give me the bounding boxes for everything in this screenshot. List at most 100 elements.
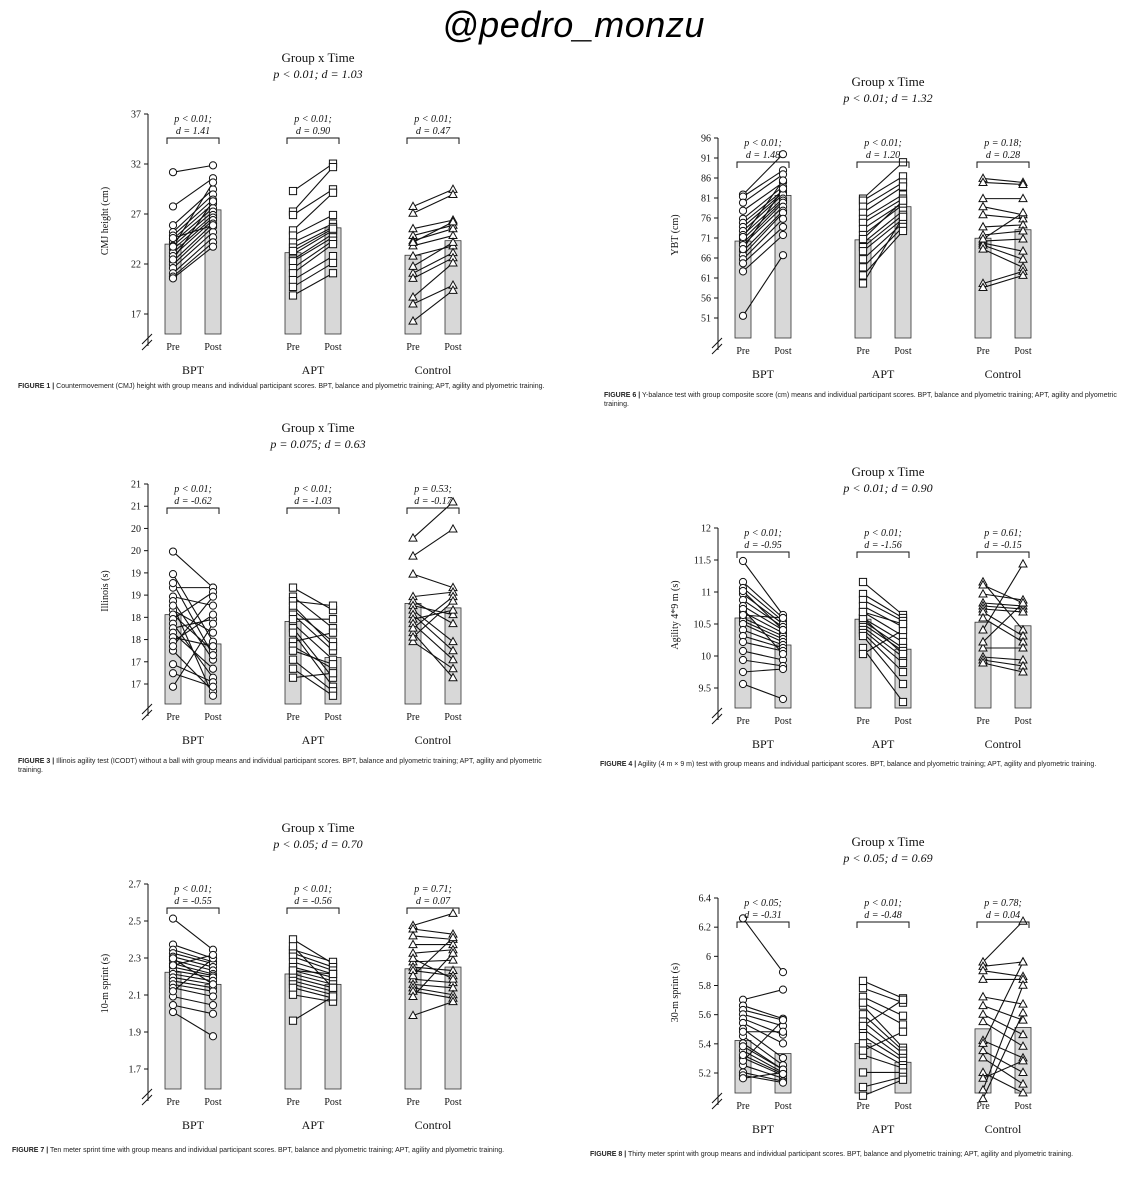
chart-subtitle: p < 0.05; d = 0.69	[842, 851, 932, 865]
participant-line	[172, 944, 214, 959]
participant-line	[412, 262, 454, 298]
y-tick-label: 5.2	[699, 1069, 712, 1080]
participant-line	[742, 254, 784, 317]
chart-title: Group x Time	[282, 820, 355, 835]
participant-line	[292, 262, 334, 288]
participant-line	[982, 605, 1024, 610]
participant-marker-post	[208, 651, 218, 660]
participant-line	[172, 980, 214, 989]
participant-marker-pre	[738, 1042, 748, 1051]
y-axis-label: 30-m sprint (s)	[670, 963, 681, 1022]
participant-marker-post	[1018, 1055, 1028, 1065]
participant-line	[172, 963, 214, 975]
participant-line	[412, 591, 454, 598]
y-tick-label: 6.4	[699, 894, 712, 905]
participant-line	[172, 618, 214, 629]
y-tick-label: 91	[701, 154, 711, 165]
y-tick-label: 20	[131, 546, 141, 557]
axis-break-mark	[141, 333, 153, 345]
participant-marker-pre	[168, 202, 178, 211]
y-tick-label: 86	[701, 174, 711, 185]
participant-marker-post	[328, 240, 338, 249]
stat-p-value: p < 0.05;	[743, 898, 782, 909]
participant-line	[172, 224, 214, 239]
participant-line	[862, 210, 904, 244]
y-tick-label: 17	[131, 310, 141, 321]
participant-marker-post	[208, 950, 218, 960]
participant-line	[172, 605, 214, 696]
participant-marker-post	[778, 184, 788, 193]
chart-title: Group x Time	[852, 834, 925, 849]
stat-effect-size: d = -0.95	[744, 540, 782, 551]
group-apt: p < 0.01;d = -1.03 Pre Post APT	[284, 484, 342, 747]
participant-line	[172, 918, 214, 951]
group-bpt: p < 0.01;d = -0.95 Pre Post BPT	[734, 528, 792, 751]
x-tick-label-post: Post	[204, 1097, 221, 1108]
figure-caption-illinois: FIGURE 3 | Illinois agility test (ICODT)…	[18, 758, 542, 774]
participant-line	[292, 632, 334, 688]
participant-marker-pre	[168, 914, 178, 923]
figure-caption-ybt: FIGURE 6 | Y-balance test with group com…	[604, 392, 1117, 408]
y-tick-label: 9.5	[699, 684, 712, 695]
watermark-handle: @pedro_monzu	[442, 4, 705, 45]
participant-line	[862, 194, 904, 220]
participant-marker-post	[448, 189, 458, 198]
participant-line	[172, 969, 214, 978]
participant-marker-pre	[168, 601, 178, 610]
significance-bracket	[286, 137, 340, 144]
participant-marker-pre	[978, 1038, 988, 1047]
participant-marker-post	[778, 1016, 788, 1025]
participant-marker-post	[448, 973, 458, 983]
participant-marker-pre	[408, 636, 418, 646]
participant-line	[292, 255, 334, 281]
group-label: BPT	[752, 367, 775, 381]
participant-line	[172, 596, 214, 647]
participant-marker-pre	[168, 579, 178, 588]
axis-break-mark	[711, 337, 723, 349]
group-bpt: p < 0.01;d = 1.41 Pre Post BPT	[164, 114, 222, 377]
x-tick-label-post: Post	[444, 712, 461, 723]
participant-line	[742, 1035, 784, 1066]
participant-marker-post	[778, 694, 788, 704]
participant-marker-post	[1018, 1067, 1028, 1076]
x-tick-label-post: Post	[894, 346, 911, 357]
participant-line	[742, 1071, 784, 1082]
stat-p-value: p = 0.78;	[983, 898, 1022, 909]
participant-line	[742, 1022, 784, 1044]
stat-p-value: p < 0.01;	[743, 138, 782, 149]
participant-marker-post	[328, 188, 338, 197]
figure-panel-agility: Group x Time p < 0.01; d = 0.90 12 11.5 11 10…	[578, 462, 1138, 762]
participant-marker-post	[1018, 666, 1028, 676]
participant-line	[862, 1031, 904, 1052]
participant-line	[292, 163, 334, 192]
x-tick-label-post: Post	[324, 342, 341, 353]
participant-line	[742, 1057, 784, 1076]
y-tick-label: 19	[131, 591, 141, 602]
participant-line	[742, 650, 784, 661]
participant-line	[292, 952, 334, 968]
axis-break-mark	[141, 709, 153, 721]
participant-marker-pre	[408, 939, 418, 949]
group-label: APT	[872, 367, 895, 381]
participant-line	[742, 617, 784, 637]
chart-title: Group x Time	[852, 74, 925, 89]
participant-marker-pre	[858, 263, 868, 272]
participant-line	[982, 206, 1024, 216]
participant-line	[982, 920, 1024, 963]
participant-line	[292, 668, 334, 697]
participant-marker-post	[448, 908, 458, 917]
stat-p-value: p < 0.01;	[293, 884, 332, 895]
participant-marker-pre	[168, 242, 178, 251]
participant-marker-post	[448, 954, 458, 964]
participant-line	[412, 600, 454, 638]
participant-line	[172, 241, 214, 278]
x-tick-label-pre: Pre	[166, 1097, 180, 1108]
participant-marker-post	[208, 992, 218, 1001]
stat-effect-size: d = 0.90	[296, 126, 330, 137]
participant-marker-post	[208, 242, 218, 251]
participant-line	[292, 961, 334, 975]
participant-line	[172, 959, 214, 972]
participant-line	[292, 228, 334, 252]
participant-marker-pre	[978, 209, 988, 219]
participant-line	[292, 632, 334, 643]
